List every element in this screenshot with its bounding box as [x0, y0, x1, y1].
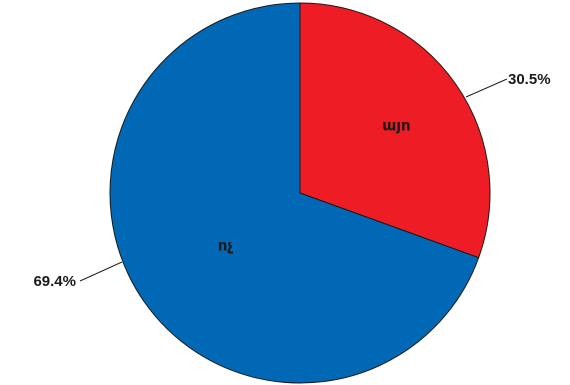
pie-labels: այո 30.5% ոչ 69.4% — [33, 71, 550, 290]
pie-slices — [109, 2, 491, 384]
percent-label-2: 69.4% — [33, 273, 76, 290]
pie-slice-2 — [109, 2, 480, 384]
leader-line-2 — [79, 261, 123, 282]
pie-slice-1 — [299, 2, 491, 259]
slice-label-1: այո — [382, 116, 410, 134]
slice-label-2: ոչ — [218, 236, 234, 254]
leader-line-1 — [465, 78, 508, 98]
percent-label-1: 30.5% — [508, 71, 551, 88]
